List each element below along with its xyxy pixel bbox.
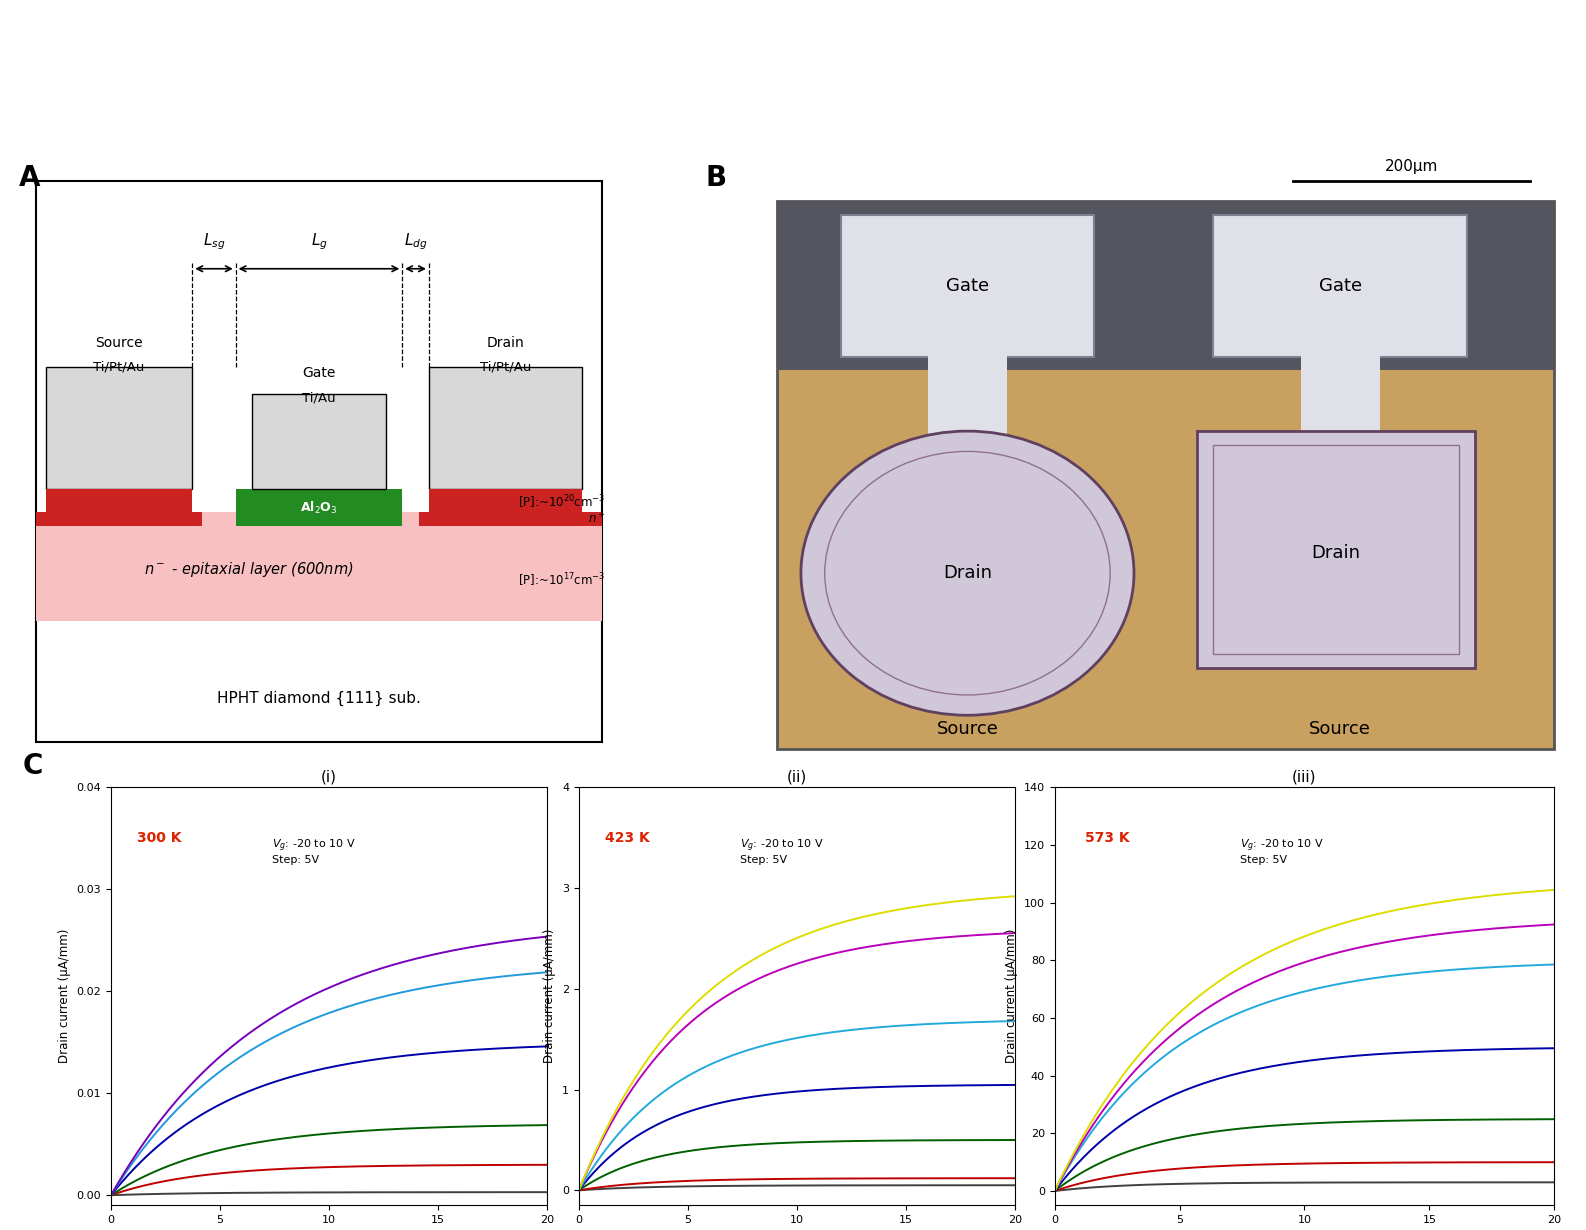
Text: Al$_2$O$_3$: Al$_2$O$_3$ — [300, 499, 338, 515]
Text: 423 K: 423 K — [606, 830, 650, 845]
Text: $L_{dg}$: $L_{dg}$ — [404, 231, 427, 252]
Text: A: A — [19, 164, 41, 192]
Text: 573 K: 573 K — [1085, 830, 1129, 845]
Text: N-type Channel Transistors: N-type Channel Transistors — [390, 123, 1196, 175]
Text: B: B — [706, 164, 726, 192]
Text: Source: Source — [1308, 720, 1372, 738]
Bar — [46, 488, 192, 512]
Text: Drain: Drain — [487, 336, 525, 349]
Bar — [36, 512, 603, 620]
Text: Gate: Gate — [303, 367, 336, 380]
Title: (iii): (iii) — [1293, 770, 1316, 785]
Bar — [841, 214, 1094, 357]
Y-axis label: Drain current (μA/mm): Drain current (μA/mm) — [1006, 929, 1018, 1064]
Text: Drain: Drain — [1312, 544, 1361, 562]
Bar — [1301, 349, 1380, 438]
Text: [P]:~10$^{17}$cm$^{-3}$: [P]:~10$^{17}$cm$^{-3}$ — [519, 571, 606, 589]
Bar — [419, 513, 603, 526]
Text: 300 K: 300 K — [138, 830, 182, 845]
Circle shape — [801, 432, 1134, 716]
Bar — [46, 367, 192, 488]
Text: Drain: Drain — [944, 565, 991, 582]
Text: $V_{g}$: -20 to 10 V
Step: 5V: $V_{g}$: -20 to 10 V Step: 5V — [741, 838, 825, 866]
Text: $n^-$ - epitaxial layer (600nm): $n^-$ - epitaxial layer (600nm) — [144, 561, 354, 579]
Text: BREAKTHROUGH - CMOS Diamond: BREAKTHROUGH - CMOS Diamond — [289, 34, 1297, 86]
Title: (ii): (ii) — [787, 770, 807, 785]
Bar — [928, 349, 1007, 438]
Bar — [1213, 214, 1467, 357]
Text: Source: Source — [95, 336, 143, 349]
Bar — [428, 488, 582, 512]
Bar — [36, 513, 203, 526]
Bar — [36, 181, 603, 742]
Text: Ti/Au: Ti/Au — [301, 391, 336, 403]
Text: C: C — [22, 752, 43, 780]
Text: 200μm: 200μm — [1385, 159, 1439, 173]
Text: $V_{g}$: -20 to 10 V
Step: 5V: $V_{g}$: -20 to 10 V Step: 5V — [273, 838, 357, 866]
Text: $V_{g}$: -20 to 10 V
Step: 5V: $V_{g}$: -20 to 10 V Step: 5V — [1240, 838, 1323, 866]
Bar — [252, 394, 385, 488]
Text: Gate: Gate — [1318, 277, 1362, 295]
Text: Ti/Pt/Au: Ti/Pt/Au — [481, 360, 531, 374]
Title: (i): (i) — [320, 770, 338, 785]
Bar — [236, 488, 403, 526]
Bar — [1197, 430, 1475, 668]
Text: $L_{sg}$: $L_{sg}$ — [203, 231, 225, 252]
Bar — [777, 200, 1554, 370]
Bar — [777, 200, 1554, 749]
Text: Source: Source — [936, 720, 999, 738]
Text: [P]:~10$^{20}$cm$^{-3}$: [P]:~10$^{20}$cm$^{-3}$ — [519, 493, 606, 510]
Y-axis label: Drain current (μA/mm): Drain current (μA/mm) — [59, 929, 71, 1064]
Text: Ti/Pt/Au: Ti/Pt/Au — [94, 360, 144, 374]
Text: Gate: Gate — [945, 277, 990, 295]
Text: $L_g$: $L_g$ — [311, 231, 327, 252]
Bar — [428, 367, 582, 488]
Text: $n^+$: $n^+$ — [588, 512, 606, 526]
Y-axis label: Drain current (μA/mm): Drain current (μA/mm) — [544, 929, 557, 1064]
Text: HPHT diamond {111} sub.: HPHT diamond {111} sub. — [217, 691, 420, 706]
